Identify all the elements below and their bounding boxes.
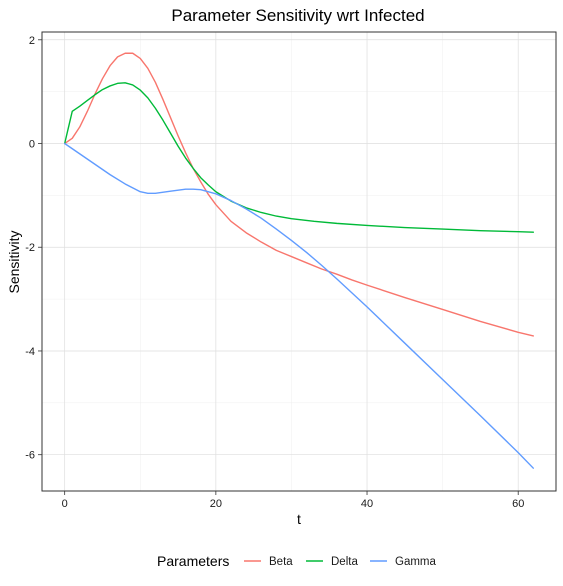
x-axis-title: t <box>297 511 301 527</box>
legend-label-beta: Beta <box>269 556 293 568</box>
legend: Parameters Beta Delta Gamma <box>157 553 437 569</box>
plot-panel-border <box>41 31 557 492</box>
series-lines <box>63 52 535 469</box>
legend-label-delta: Delta <box>331 556 358 568</box>
y-axis-title: Sensitivity <box>6 230 22 293</box>
series-line-delta <box>63 82 535 233</box>
series-line-gamma <box>63 142 535 469</box>
y-tick-label: -4 <box>25 346 35 358</box>
legend-title: Parameters <box>157 553 229 569</box>
chart-title: Parameter Sensitivity wrt Infected <box>171 6 424 25</box>
series-line-beta <box>63 52 535 337</box>
y-tick-label: -6 <box>25 450 35 462</box>
x-tick-label: 0 <box>62 498 68 510</box>
y-tick-label: -2 <box>25 242 35 254</box>
grid-lines <box>42 32 556 491</box>
legend-label-gamma: Gamma <box>395 556 437 568</box>
y-tick-label: 2 <box>29 35 35 47</box>
x-tick-label: 40 <box>361 498 373 510</box>
y-tick-label: 0 <box>29 139 35 151</box>
x-tick-label: 20 <box>210 498 222 510</box>
x-tick-label: 60 <box>512 498 524 510</box>
